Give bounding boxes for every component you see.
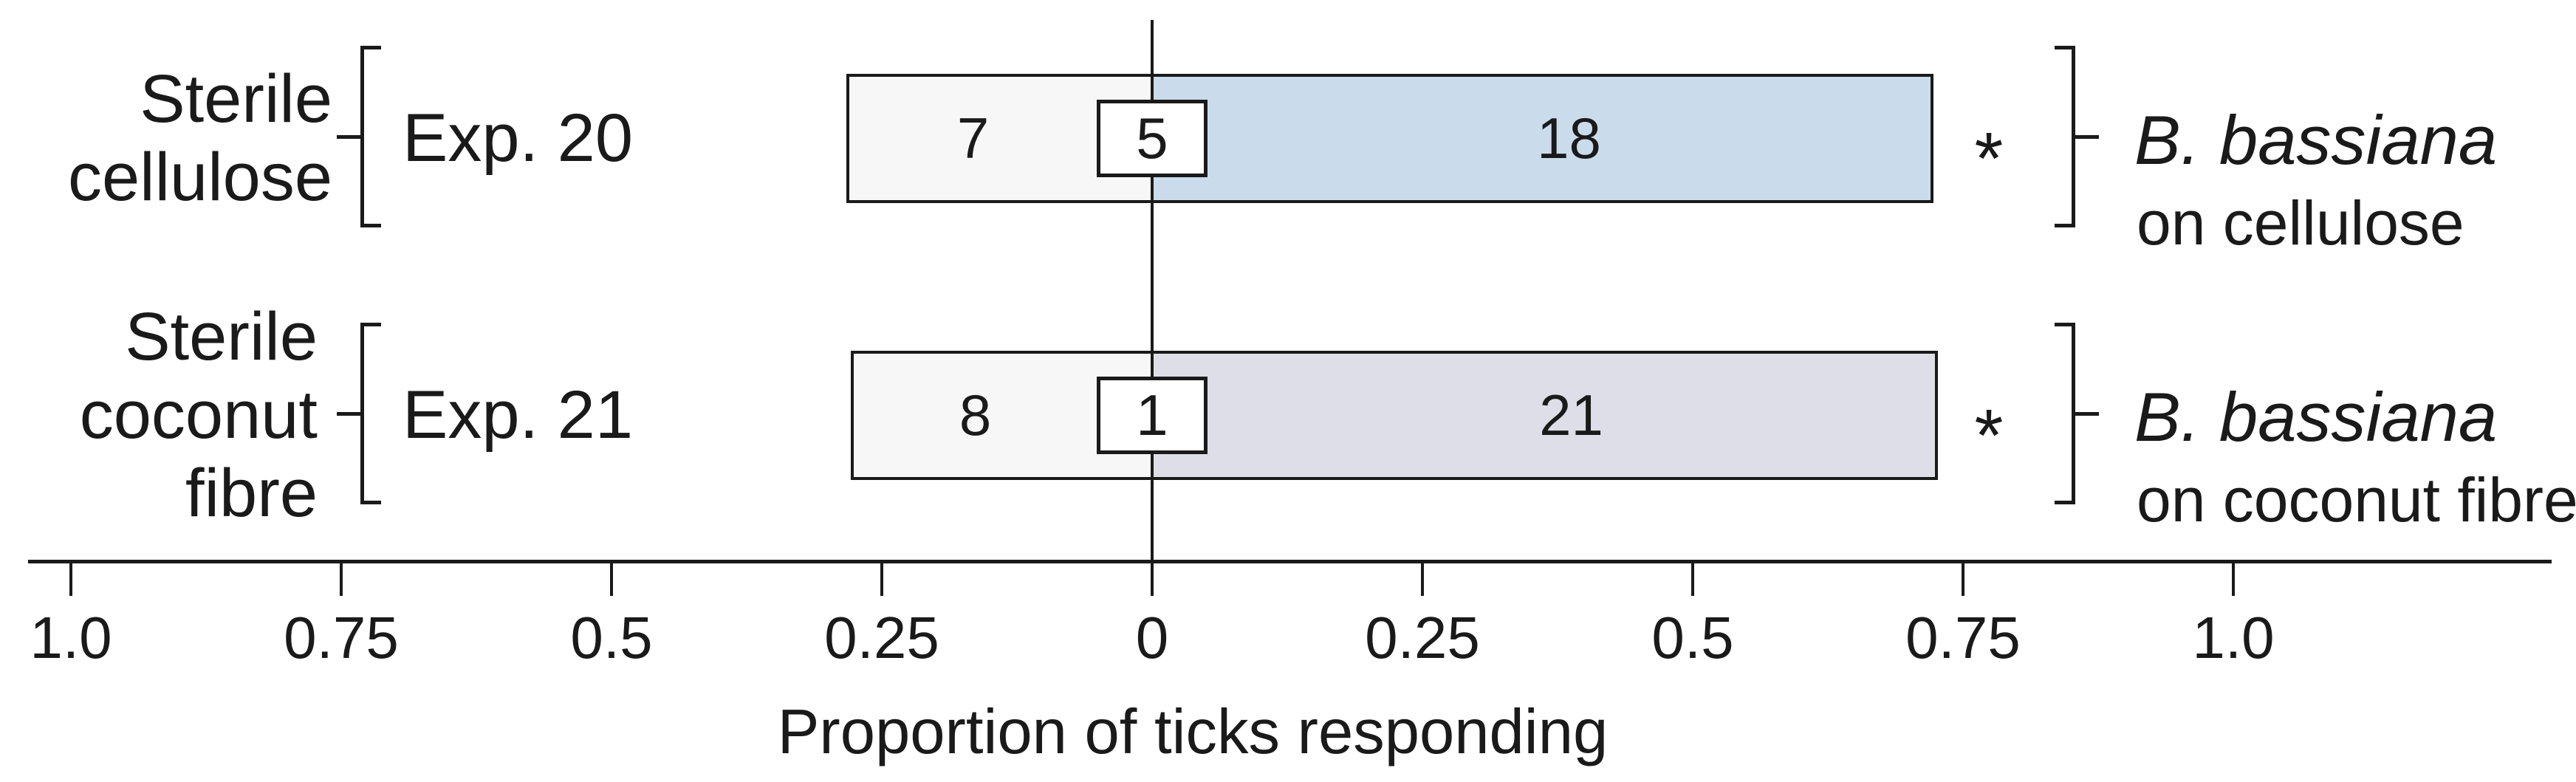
count-control-side: 8 xyxy=(959,383,992,447)
axis-tick-label: 0.5 xyxy=(570,605,653,670)
treatment-substrate-label: on cellulose xyxy=(2137,188,2464,258)
count-treatment-side: 18 xyxy=(1537,106,1601,171)
right-bracket-dash xyxy=(2075,135,2099,139)
experiment-label: Exp. 20 xyxy=(402,100,633,176)
count-treatment-side: 21 xyxy=(1539,383,1603,447)
axis-tick-label: 1.0 xyxy=(2192,605,2275,670)
axis-tick xyxy=(2232,563,2235,596)
left-bracket xyxy=(360,323,381,504)
axis-tick-label: 0.75 xyxy=(1905,605,2021,670)
treatment-substrate-label: on coconut fibre xyxy=(2137,465,2576,535)
experiment-label: Exp. 21 xyxy=(402,377,633,453)
zero-line xyxy=(1151,20,1154,593)
axis-tick-label: 0.75 xyxy=(284,605,399,670)
axis-tick xyxy=(880,563,883,596)
right-bracket xyxy=(2055,323,2075,504)
group-label-line: coconut xyxy=(79,377,318,453)
axis-tick-label: 0 xyxy=(1135,605,1169,670)
bar-segment-treatment-side xyxy=(1151,77,1931,200)
significance-star: * xyxy=(1974,394,2004,477)
group-label-line: Sterile xyxy=(125,299,318,374)
group-label-line: cellulose xyxy=(68,140,332,215)
right-bracket xyxy=(2055,46,2075,227)
group-label-cellulose: Sterile cellulose xyxy=(68,60,332,216)
x-axis-title: Proportion of ticks responding xyxy=(777,697,1609,767)
x-axis-line xyxy=(28,560,2552,563)
group-label-coconut-fibre: Sterile coconut fibre xyxy=(80,298,318,532)
axis-tick xyxy=(1691,563,1694,596)
no-choice-box: 1 xyxy=(1097,377,1208,454)
right-bracket-dash xyxy=(2075,412,2099,416)
left-bracket xyxy=(360,46,381,227)
axis-tick xyxy=(69,563,72,596)
bar-segment-treatment-side xyxy=(1151,354,1936,477)
axis-tick-label: 0.25 xyxy=(824,605,939,670)
left-bracket-dash xyxy=(337,412,360,416)
axis-tick xyxy=(1962,563,1964,596)
axis-tick xyxy=(1421,563,1424,596)
axis-tick-label: 0.5 xyxy=(1651,605,1734,670)
group-label-line: Sterile xyxy=(140,61,332,137)
axis-tick-label: 1.0 xyxy=(30,605,112,670)
significance-star: * xyxy=(1974,117,2004,200)
count-control-side: 7 xyxy=(956,106,990,171)
treatment-species-label: B. bassiana xyxy=(2134,378,2498,456)
axis-tick xyxy=(340,563,343,596)
left-bracket-dash xyxy=(337,135,360,139)
group-label-line: fibre xyxy=(185,456,318,531)
no-choice-box: 5 xyxy=(1097,100,1208,177)
axis-tick xyxy=(610,563,613,596)
preference-bar-exp20: 7 18 xyxy=(846,74,1934,203)
treatment-species-label: B. bassiana xyxy=(2134,101,2498,179)
axis-tick-label: 0.25 xyxy=(1365,605,1480,670)
preference-bar-exp21: 8 21 xyxy=(851,351,1939,480)
